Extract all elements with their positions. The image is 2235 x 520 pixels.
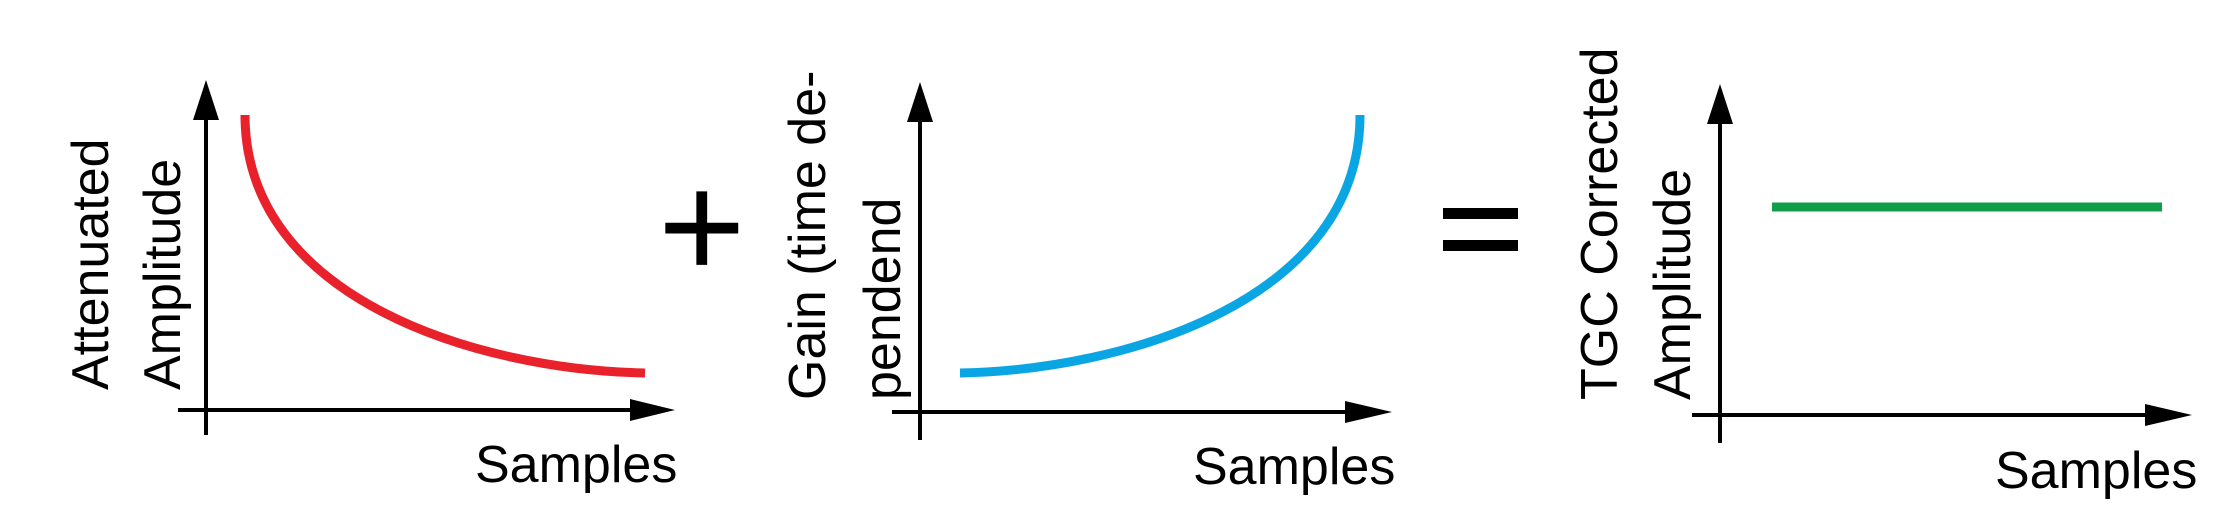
x-axis-label: Samples [1995,442,2197,500]
panel-gain: Gain (time de- pendend Samples [779,71,1395,496]
equals-bar-bottom [1443,240,1518,251]
y-axis-label-line-2: Amplitude [1644,169,1702,400]
gain-curve [959,114,1365,378]
y-axis-label-line-1: Gain (time de- [779,71,837,400]
x-axis-arrow-icon [630,399,675,421]
y-axis-arrow-icon [193,80,219,120]
x-axis-arrow-icon [2145,404,2192,426]
y-axis-label-line-2: Amplitude [134,159,192,390]
y-axis-arrow-icon [1707,84,1733,124]
y-axis-label-line-1: TGC Corrected [1571,47,1629,400]
x-axis-label: Samples [1193,438,1395,496]
x-axis-arrow-icon [1345,401,1392,423]
x-axis-label: Samples [475,436,677,494]
y-axis-label-line-2: pendend [854,198,912,400]
attenuation-curve [240,114,646,378]
panel-attenuated: Attenuated Amplitude Samples [62,80,677,494]
panel-tgc-corrected: TGC Corrected Amplitude Samples [1571,47,2197,500]
equals-bar-top [1443,208,1518,219]
y-axis-arrow-icon [907,82,933,122]
equals-operator [1443,208,1518,251]
y-axis-label-line-1: Attenuated [62,138,120,390]
plus-operator: + [658,142,746,310]
